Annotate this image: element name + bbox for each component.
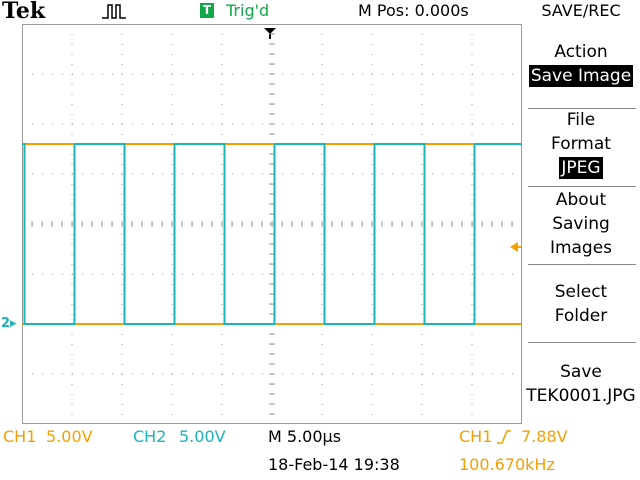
menu-divider (528, 264, 636, 265)
save-label: Save (560, 362, 602, 382)
side-menu: Action Save Image File Format JPEG About… (522, 24, 640, 424)
readout-bar: CH1 5.00V CH2 5.00V M 5.00µs CH1 7.88V 1… (0, 424, 640, 480)
trigger-indicator: T (200, 3, 214, 18)
select-folder-menu-item[interactable]: Select Folder (522, 280, 640, 328)
save-filename: TEK0001.JPG (526, 386, 636, 406)
frequency: 100.670kHz (459, 455, 555, 474)
ch1-label: CH1 (3, 427, 37, 446)
waveform-display (22, 24, 522, 424)
action-label: Action (554, 42, 608, 62)
about-saving-menu-item[interactable]: About Saving Images (522, 188, 640, 260)
pulse-icon (102, 4, 126, 19)
menu-divider (528, 108, 636, 109)
date-time: 18-Feb-14 19:38 (268, 455, 400, 474)
trigger-level: 7.88V (521, 427, 568, 446)
select-folder-label-2: Folder (554, 306, 608, 326)
ch2-marker-label: 2 (1, 316, 11, 331)
file-format-label-1: File (566, 110, 596, 130)
about-label-3: Images (549, 238, 613, 258)
menu-divider (528, 342, 636, 343)
down-arrow-icon (264, 28, 276, 39)
select-folder-label-1: Select (554, 282, 608, 302)
menu-divider (528, 186, 636, 187)
trigger-source: CH1 (459, 427, 493, 446)
file-format-value: JPEG (559, 157, 603, 179)
ch2-label: CH2 (133, 427, 167, 446)
ch1-scale: 5.00V (46, 427, 93, 446)
status-bar: Tek T Trig'd M Pos: 0.000s SAVE/REC (0, 0, 640, 24)
graticule (22, 24, 522, 424)
file-format-label-2: Format (551, 134, 611, 154)
about-label-1: About (555, 190, 607, 210)
left-arrow-icon (510, 242, 522, 252)
trigger-status: Trig'd (226, 1, 270, 20)
file-format-menu-item[interactable]: File Format JPEG (522, 108, 640, 180)
action-value: Save Image (528, 65, 634, 87)
timebase: M 5.00µs (268, 427, 342, 446)
action-menu-item[interactable]: Action Save Image (522, 40, 640, 88)
ch2-trace (22, 143, 522, 325)
about-label-2: Saving (552, 214, 610, 234)
horizontal-position: M Pos: 0.000s (358, 1, 469, 20)
menu-title: SAVE/REC (541, 1, 621, 20)
rising-edge-icon (497, 430, 511, 444)
brand-logo: Tek (2, 0, 46, 24)
ch2-scale: 5.00V (179, 427, 226, 446)
ch2-ground-marker: 2▸ (1, 316, 17, 331)
right-arrow-icon: ▸ (10, 316, 17, 331)
save-menu-item[interactable]: Save TEK0001.JPG (522, 360, 640, 408)
